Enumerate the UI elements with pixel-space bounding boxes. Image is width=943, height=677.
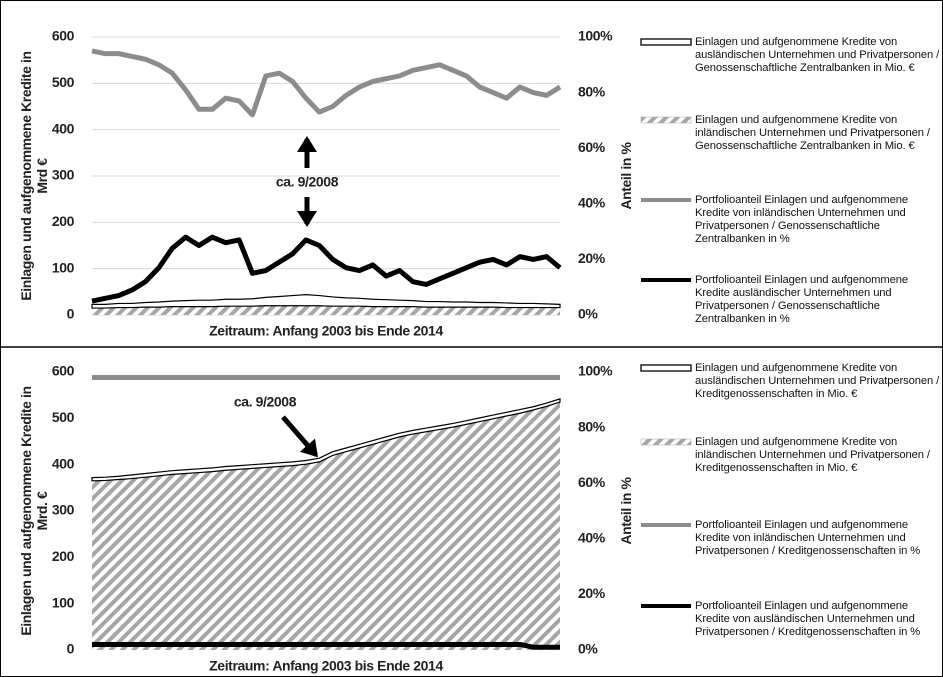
annotation: ca. 9/2008 [276,174,339,190]
legend-swatch [640,438,692,446]
x-axis-title: Zeitraum: Anfang 2003 bis Ende 2014 [209,658,443,674]
legend-entry: Einlagen und aufgenommene Kredite von in… [695,114,930,152]
y-tick-label: 300 [52,167,75,183]
y-tick-label: 100 [52,259,75,275]
annotation: ca. 9/2008 [234,394,297,410]
y2-tick-label: 100% [578,363,613,379]
y-tick-label: 200 [52,548,75,564]
y-axis-title: Einlagen und aufgenommene Kredite in Mrd… [18,51,50,301]
legend-entry: Einlagen und aufgenommene Kredite von au… [695,36,940,74]
y-tick-label: 500 [52,74,75,90]
y2-tick-label: 80% [578,83,606,99]
y2-tick-label: 20% [578,585,606,601]
y-tick-label: 200 [52,213,75,229]
y2-axis-title: Anteil in % [618,142,634,210]
y-tick-label: 0 [67,641,75,657]
area [91,398,561,482]
annotation-arrow-head [297,136,317,152]
y-tick-label: 600 [52,28,75,44]
legend-entry: Portfolioanteil Einlagen und aufgenommen… [695,600,921,638]
annotation-arrow-head [297,211,317,227]
line [92,641,560,650]
annotation-arrow-head [299,438,318,458]
y2-tick-label: 60% [578,474,606,490]
line [91,48,562,118]
legend-swatch [640,364,692,372]
y2-tick-label: 40% [578,195,606,211]
y-axis-title: Einlagen und aufgenommene Kredite in Mrd… [18,386,50,636]
legend-entry: Einlagen und aufgenommene Kredite von in… [695,436,930,474]
y2-tick-label: 80% [578,418,606,434]
y2-tick-label: 0% [578,306,598,322]
y-tick-label: 400 [52,120,75,136]
legend-swatch [640,116,692,124]
area [91,294,561,309]
y-tick-label: 0 [67,306,75,322]
legend-swatch [640,38,692,46]
area [92,305,560,315]
y-tick-label: 300 [52,502,75,518]
y2-tick-label: 60% [578,139,606,155]
legend-entry: Portfolioanteil Einlagen und aufgenommen… [695,519,921,557]
y2-tick-label: 0% [578,641,598,657]
line [91,234,562,304]
y2-tick-label: 100% [578,28,613,44]
legend-entry: Einlagen und aufgenommene Kredite von au… [695,362,940,400]
area [92,402,560,650]
legend-entry: Portfolioanteil Einlagen und aufgenommen… [695,194,908,245]
y-tick-label: 600 [52,363,75,379]
legend-entry: Portfolioanteil Einlagen und aufgenommen… [695,274,908,325]
y2-tick-label: 40% [578,530,606,546]
y-tick-label: 100 [52,594,75,610]
y-tick-label: 400 [52,455,75,471]
y2-tick-label: 20% [578,250,606,266]
x-axis-title: Zeitraum: Anfang 2003 bis Ende 2014 [209,323,443,339]
y-tick-label: 500 [52,409,75,425]
y2-axis-title: Anteil in % [618,477,634,545]
